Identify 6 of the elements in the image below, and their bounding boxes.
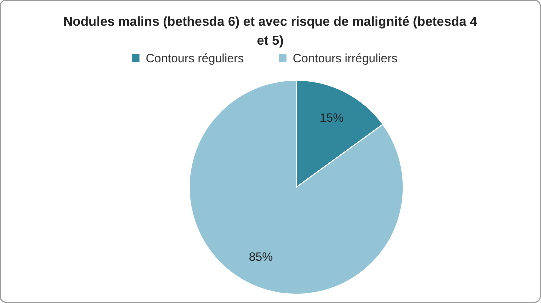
data-label: 85%: [249, 250, 274, 264]
data-label: 15%: [320, 111, 344, 125]
chart-title: Nodules malins (bethesda 6) et avec risque de malignité (betesda 4 et 5): [64, 14, 478, 48]
legend-label: Contours réguliers: [146, 51, 244, 66]
legend-label: Contours irréguliers: [293, 51, 398, 66]
pie-slice: [189, 80, 404, 295]
